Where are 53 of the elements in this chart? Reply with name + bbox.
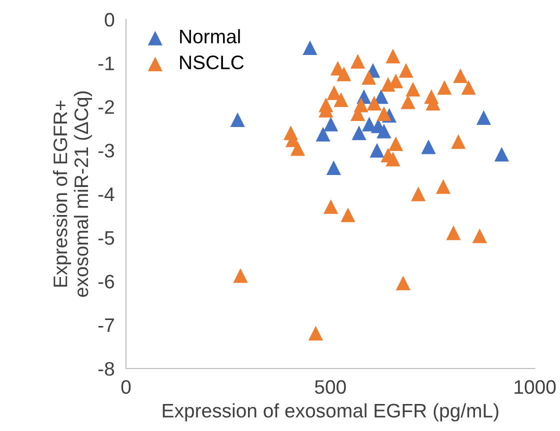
point [290, 141, 305, 156]
point [233, 268, 248, 283]
point [370, 143, 384, 158]
y-tick-label: 0 [104, 12, 114, 27]
point [476, 110, 491, 125]
y-tick-label: -6 [98, 274, 114, 288]
x-axis-title: Expression of exosomal EGFR (pg/mL) [162, 403, 498, 422]
point [388, 136, 404, 152]
point [302, 40, 318, 56]
point [326, 160, 341, 176]
point [366, 96, 382, 110]
point [400, 94, 416, 110]
point [453, 68, 468, 83]
y-tick-label: -1 [98, 56, 114, 70]
x-tick-label: 500 [314, 380, 346, 394]
y-axis-title: Expression of EGFR+ exosomal miR-21 (ΔCq) [52, 91, 92, 297]
point [494, 146, 509, 162]
point [350, 54, 366, 69]
y-tick-label: -4 [98, 188, 114, 201]
y-tick-label: -8 [98, 362, 114, 376]
y-tick-label: -5 [98, 231, 114, 245]
point [436, 179, 451, 194]
point [326, 85, 342, 100]
point [376, 106, 392, 121]
y-tick-label: -7 [98, 318, 114, 332]
point [352, 126, 366, 140]
point [316, 126, 330, 142]
point [411, 186, 426, 202]
point [230, 112, 245, 128]
point [398, 63, 414, 78]
y-tick-label: -2 [98, 100, 114, 114]
point [336, 66, 352, 82]
point [406, 82, 420, 96]
point [396, 276, 410, 290]
point [461, 80, 476, 95]
point [324, 199, 338, 214]
point [451, 134, 466, 149]
legend-label: NSCLC [180, 56, 244, 70]
point [437, 80, 452, 95]
point [386, 152, 400, 166]
point [362, 70, 376, 85]
x-tick-label: 0 [121, 380, 131, 394]
point [308, 326, 323, 340]
point [324, 116, 338, 132]
point [340, 208, 356, 222]
point [446, 226, 461, 240]
point [386, 48, 400, 64]
legend-label: Normal [180, 29, 240, 44]
point [472, 228, 487, 244]
x-tick-label: 1000 [514, 380, 556, 394]
y-tick-label: -3 [98, 144, 114, 158]
point [421, 140, 436, 154]
point [334, 92, 348, 107]
